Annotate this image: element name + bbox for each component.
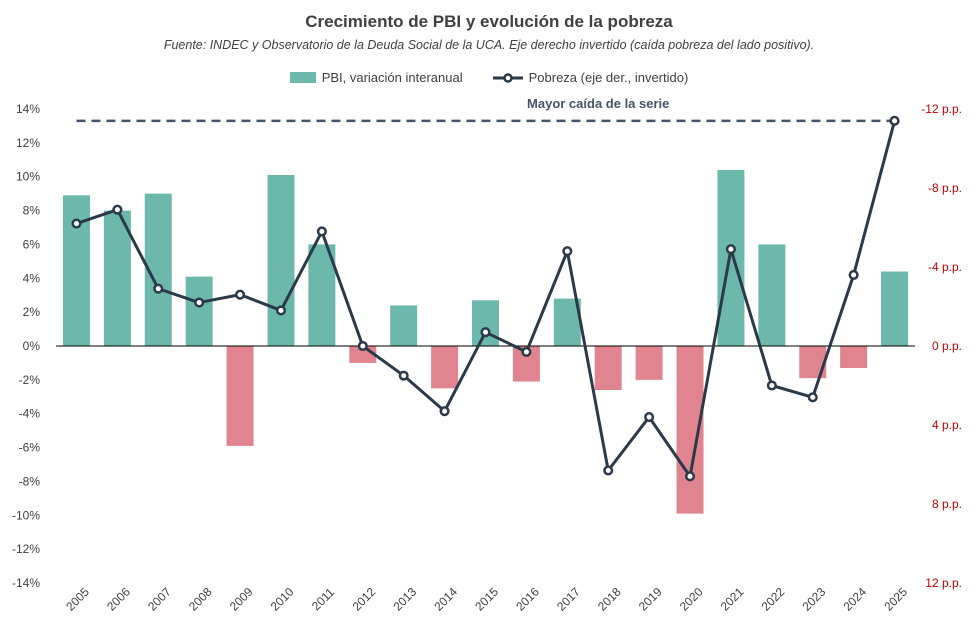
bar-2010 xyxy=(267,175,295,346)
poverty-point-2013 xyxy=(398,370,409,381)
bar-2005 xyxy=(62,195,90,346)
left-tick-label: 6% xyxy=(23,237,41,251)
x-tick-label: 2019 xyxy=(636,585,665,614)
max-drop-annotation: Mayor caída de la serie xyxy=(527,96,669,111)
poverty-point-2025 xyxy=(889,115,900,126)
x-tick-label: 2018 xyxy=(595,585,624,614)
right-axis: -12 p.p. -8 p.p. -4 p.p. 0 p.p. 4 p.p. 8 p.p.… xyxy=(921,102,962,590)
x-axis: 2005 2006 2007 2008 2009 2010 2011 2012 2013 2014… xyxy=(63,585,910,614)
poverty-point-2024 xyxy=(848,269,859,280)
x-tick-label: 2006 xyxy=(104,585,133,614)
legend-bar-swatch xyxy=(289,72,316,83)
bar-2025 xyxy=(881,271,909,346)
poverty-line-series xyxy=(71,115,900,482)
poverty-point-2015 xyxy=(480,327,491,338)
left-tick-label: -8% xyxy=(19,474,41,488)
right-tick-label: 12 p.p. xyxy=(925,576,962,590)
x-tick-label: 2014 xyxy=(431,585,460,614)
poverty-point-2005 xyxy=(71,218,82,229)
poverty-point-2010 xyxy=(275,305,287,316)
right-tick-label: -4 p.p. xyxy=(928,260,962,274)
poverty-point-2007 xyxy=(153,283,164,294)
bar-2024 xyxy=(840,346,868,369)
left-tick-label: 2% xyxy=(23,305,41,319)
poverty-point-2020 xyxy=(684,471,696,482)
left-tick-label: 10% xyxy=(16,170,40,184)
x-tick-label: 2017 xyxy=(554,585,583,614)
poverty-point-2016 xyxy=(521,346,532,357)
x-tick-label: 2021 xyxy=(718,585,747,614)
x-tick-label: 2005 xyxy=(63,585,92,614)
right-tick-label: 8 p.p. xyxy=(932,497,962,511)
poverty-point-2006 xyxy=(112,204,123,215)
bar-2015 xyxy=(472,300,499,346)
bar-2022 xyxy=(758,244,786,346)
poverty-point-2009 xyxy=(235,289,246,300)
bar-2018 xyxy=(594,346,622,391)
poverty-point-2023 xyxy=(807,392,818,403)
x-tick-label: 2010 xyxy=(268,585,297,614)
left-tick-label: 4% xyxy=(23,271,41,285)
chart-title: Crecimiento de PBI y evolución de la pob… xyxy=(305,12,673,31)
bar-series xyxy=(62,169,909,514)
poverty-point-2008 xyxy=(194,297,205,308)
legend-item-pobreza: Pobreza (eje der., invertido) xyxy=(492,70,689,85)
bar-2021 xyxy=(717,169,745,346)
left-tick-label: 8% xyxy=(23,204,41,218)
poverty-point-2014 xyxy=(439,406,450,417)
bar-2013 xyxy=(390,305,418,346)
left-tick-label: -2% xyxy=(19,373,41,387)
legend-line-swatch xyxy=(492,72,523,84)
bar-2019 xyxy=(635,346,663,380)
x-tick-label: 2007 xyxy=(145,585,174,614)
bar-2006 xyxy=(103,210,131,346)
left-tick-label: -10% xyxy=(12,508,40,522)
bar-2014 xyxy=(431,346,459,389)
right-tick-label: 4 p.p. xyxy=(932,418,962,432)
x-tick-label: 2008 xyxy=(186,585,215,614)
poverty-point-2019 xyxy=(644,412,655,423)
chart-legend: PBI, variación interanual Pobreza (eje d… xyxy=(0,70,978,85)
x-tick-label: 2012 xyxy=(350,585,379,614)
left-tick-label: -12% xyxy=(12,542,40,556)
left-tick-label: 14% xyxy=(16,102,40,116)
poverty-point-2022 xyxy=(766,380,777,391)
x-tick-label: 2024 xyxy=(840,585,869,614)
x-tick-label: 2023 xyxy=(800,585,829,614)
left-tick-label: -14% xyxy=(12,576,40,590)
left-tick-label: 0% xyxy=(23,339,41,353)
left-tick-label: -4% xyxy=(19,407,41,421)
bar-2009 xyxy=(226,346,254,446)
poverty-point-2018 xyxy=(603,465,614,476)
right-tick-label: -8 p.p. xyxy=(928,181,962,195)
x-tick-label: 2016 xyxy=(513,585,542,614)
x-tick-label: 2011 xyxy=(309,585,337,613)
left-tick-label: -6% xyxy=(19,441,41,455)
right-tick-label: 0 p.p. xyxy=(932,339,962,353)
poverty-point-2021 xyxy=(725,244,736,255)
x-tick-label: 2022 xyxy=(759,585,788,614)
x-tick-label: 2025 xyxy=(881,585,910,614)
x-tick-label: 2009 xyxy=(227,585,256,614)
x-tick-label: 2020 xyxy=(677,585,706,614)
chart-subtitle: Fuente: INDEC y Observatorio de la Deuda… xyxy=(163,38,815,52)
legend-line-label: Pobreza (eje der., invertido) xyxy=(528,70,689,85)
legend-bar-label: PBI, variación interanual xyxy=(321,70,463,85)
x-tick-label: 2013 xyxy=(390,585,419,614)
poverty-point-2012 xyxy=(357,340,368,352)
legend-item-pbi: PBI, variación interanual xyxy=(289,70,463,85)
left-axis: 14% 12% 10% 8% 6% 4% 2% 0% -2% -4% -6% -8% -10% -12% -… xyxy=(12,102,40,590)
right-tick-label: -12 p.p. xyxy=(921,102,962,116)
poverty-point-2011 xyxy=(316,226,327,237)
left-tick-label: 12% xyxy=(16,136,40,150)
poverty-point-2017 xyxy=(562,246,573,257)
bar-2008 xyxy=(185,276,213,346)
x-tick-label: 2015 xyxy=(472,585,501,614)
bar-2011 xyxy=(308,244,336,346)
